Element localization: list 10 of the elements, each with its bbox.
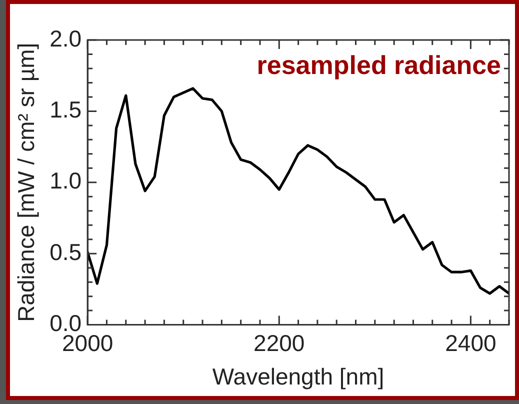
- y-tick-label: 0.5: [50, 238, 82, 265]
- y-tick-label: 2.0: [50, 25, 82, 52]
- y-tick-label: 0.0: [50, 310, 82, 336]
- x-tick-label: 2200: [254, 330, 305, 356]
- annotation: resampled radiance: [256, 50, 501, 80]
- x-tick-label: 2400: [445, 330, 496, 356]
- y-tick-label: 1.5: [50, 96, 82, 123]
- y-tick-label: 1.0: [50, 168, 82, 194]
- y-axis-title: Radiance [mW / cm² sr µm]: [13, 42, 40, 322]
- x-axis-title: Wavelength [nm]: [212, 364, 384, 390]
